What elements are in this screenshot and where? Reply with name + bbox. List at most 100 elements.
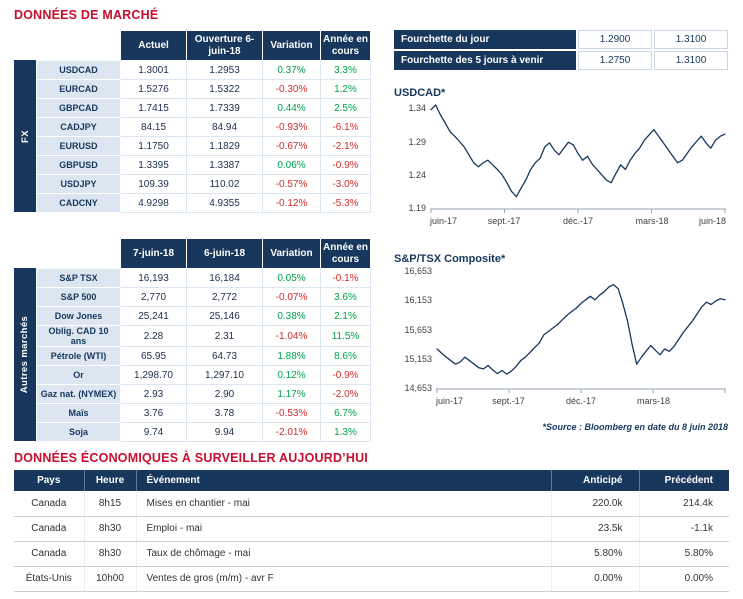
econ-country: Canada [14, 541, 85, 567]
source-note: *Source : Bloomberg en date du 8 juin 20… [542, 422, 728, 432]
markets-row: S&P 500 2,770 2,772 -0.07% 3.6% [36, 287, 371, 307]
markets-table-block: Autres marchés 7-juin-18 6-juin-18 Varia… [14, 238, 371, 442]
markets-header-day2: 6-juin-18 [186, 238, 263, 269]
fx-open-value: 84.94 [186, 117, 263, 137]
tsx-chart-title: S&P/TSX Composite* [394, 253, 506, 265]
range-table: Fourchette du jour 1.2900 1.3100 Fourche… [394, 30, 730, 70]
fx-header-variation: Variation [262, 30, 321, 61]
usdcad-chart-title: USDCAD* [394, 87, 446, 99]
fx-variation-value: 0.44% [262, 98, 321, 118]
markets-variation-value: 0.12% [262, 365, 321, 385]
markets-ytd-value: -0.1% [320, 268, 371, 288]
usdcad-x-axis: juin-17 sept.-17 déc.-17 mars-18 juin-18 [430, 216, 726, 226]
markets-day1-value: 9.74 [120, 422, 187, 442]
econ-row: Canada 8h15 Mises en chantier - mai 220.… [14, 491, 729, 517]
fx-ytd-value: 1.2% [320, 79, 371, 99]
fx-table-block: FX Actuel Ouverture 6-juin-18 Variation … [14, 30, 371, 213]
tsx-line-chart [436, 283, 726, 393]
markets-row: Soja 9.74 9.94 -2.01% 1.3% [36, 422, 371, 442]
fx-actual-value: 4.9298 [120, 193, 187, 213]
fx-variation-value: -0.67% [262, 136, 321, 156]
fx-row-label: EURUSD [36, 136, 121, 156]
markets-row-label: Soja [36, 422, 121, 442]
fx-row-label: CADCNY [36, 193, 121, 213]
fx-row-label: GBPCAD [36, 98, 121, 118]
econ-header-time: Heure [83, 470, 136, 491]
econ-header-previous: Précédent [638, 470, 729, 491]
fx-variation-value: -0.30% [262, 79, 321, 99]
fx-header-blank [36, 30, 121, 61]
fx-ytd-value: -2.1% [320, 136, 371, 156]
fx-row: GBPCAD 1.7415 1.7339 0.44% 2.5% [36, 98, 371, 118]
markets-row-label: S&P 500 [36, 287, 121, 307]
fx-table: Actuel Ouverture 6-juin-18 Variation Ann… [36, 30, 371, 213]
econ-anticipated: 220.0k [551, 491, 640, 517]
markets-row: Or 1,298.70 1,297.10 0.12% -0.9% [36, 365, 371, 385]
econ-event: Mises en chantier - mai [136, 491, 552, 517]
range-label: Fourchette du jour [394, 30, 576, 49]
fx-actual-value: 1.5276 [120, 79, 187, 99]
markets-ytd-value: 3.6% [320, 287, 371, 307]
econ-time: 8h30 [84, 541, 137, 567]
markets-variation-value: 0.38% [262, 306, 321, 326]
markets-day1-value: 2.28 [120, 325, 187, 347]
fx-row: USDJPY 109.39 110.02 -0.57% -3.0% [36, 174, 371, 194]
fx-variation-value: 0.37% [262, 60, 321, 80]
econ-data-title: DONNÉES ÉCONOMIQUES À SURVEILLER AUJOURD… [14, 451, 368, 465]
range-label: Fourchette des 5 jours à venir [394, 51, 576, 70]
markets-day2-value: 25,146 [186, 306, 263, 326]
markets-day1-value: 2.93 [120, 384, 187, 404]
econ-anticipated: 5.80% [551, 541, 640, 567]
markets-variation-value: -0.07% [262, 287, 321, 307]
econ-table-block: Pays Heure Événement Anticipé Précédent … [14, 470, 729, 592]
fx-header-row: Actuel Ouverture 6-juin-18 Variation Ann… [36, 30, 371, 61]
markets-row: Maïs 3.76 3.78 -0.53% 6.7% [36, 403, 371, 423]
range-high-value: 1.3100 [654, 30, 728, 49]
econ-header-anticipated: Anticipé [550, 470, 639, 491]
markets-row: Pétrole (WTI) 65.95 64.73 1.88% 8.6% [36, 346, 371, 366]
fx-ytd-value: -3.0% [320, 174, 371, 194]
markets-variation-value: 1.88% [262, 346, 321, 366]
markets-header-ytd: Année en cours [320, 238, 371, 269]
fx-row-label: USDJPY [36, 174, 121, 194]
econ-previous: -1.1k [639, 516, 729, 542]
markets-group-label: Autres marchés [19, 315, 31, 394]
econ-header-country: Pays [14, 470, 84, 491]
markets-row-label: Gaz nat. (NYMEX) [36, 384, 121, 404]
econ-event: Taux de chômage - mai [136, 541, 552, 567]
markets-row: S&P TSX 16,193 16,184 0.05% -0.1% [36, 268, 371, 288]
econ-country: Canada [14, 516, 85, 542]
fx-open-value: 1.2953 [186, 60, 263, 80]
markets-group-strip: Autres marchés [14, 268, 36, 441]
fx-variation-value: -0.93% [262, 117, 321, 137]
markets-ytd-value: -0.9% [320, 365, 371, 385]
markets-row-label: Pétrole (WTI) [36, 346, 121, 366]
markets-day2-value: 9.94 [186, 422, 263, 442]
markets-ytd-value: 6.7% [320, 403, 371, 423]
markets-ytd-value: 1.3% [320, 422, 371, 442]
econ-country: Canada [14, 491, 85, 517]
tsx-x-axis: juin-17 sept.-17 déc.-17 mars-18 [436, 396, 671, 406]
fx-header-ytd: Année en cours [320, 30, 371, 61]
fx-ytd-value: 3.3% [320, 60, 371, 80]
markets-row: Dow Jones 25,241 25,146 0.38% 2.1% [36, 306, 371, 326]
fx-row: CADJPY 84.15 84.94 -0.93% -6.1% [36, 117, 371, 137]
markets-table: 7-juin-18 6-juin-18 Variation Année en c… [36, 238, 371, 442]
fx-row-label: USDCAD [36, 60, 121, 80]
fx-header-actual: Actuel [120, 30, 187, 61]
range-low-value: 1.2900 [578, 30, 652, 49]
fx-group-label: FX [19, 129, 31, 143]
markets-ytd-value: -2.0% [320, 384, 371, 404]
fx-actual-value: 84.15 [120, 117, 187, 137]
markets-day2-value: 3.78 [186, 403, 263, 423]
markets-day2-value: 16,184 [186, 268, 263, 288]
markets-row-label: Maïs [36, 403, 121, 423]
markets-row-label: Oblig. CAD 10 ans [36, 325, 121, 347]
fx-open-value: 1.5322 [186, 79, 263, 99]
markets-variation-value: -2.01% [262, 422, 321, 442]
markets-day2-value: 64.73 [186, 346, 263, 366]
fx-row: EURUSD 1.1750 1.1829 -0.67% -2.1% [36, 136, 371, 156]
fx-open-value: 4.9355 [186, 193, 263, 213]
econ-time: 10h00 [84, 566, 137, 592]
econ-country: États-Unis [14, 566, 85, 592]
